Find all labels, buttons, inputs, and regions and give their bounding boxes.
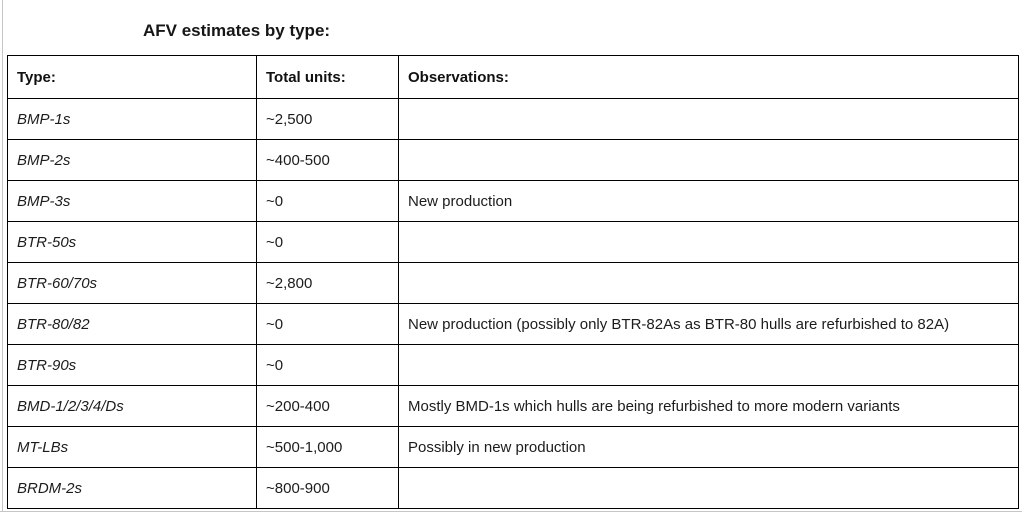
observations-cell — [398, 467, 1019, 509]
page-edge-left — [2, 0, 3, 512]
column-header-observations: Observations: — [398, 55, 1019, 99]
type-cell: BMP-1s — [7, 98, 257, 140]
table-header-row: Type: Total units: Observations: — [7, 55, 1019, 99]
observations-cell: Possibly in new production — [398, 426, 1019, 468]
type-cell: BRDM-2s — [7, 467, 257, 509]
type-cell: BMP-3s — [7, 180, 257, 222]
observations-cell — [398, 98, 1019, 140]
table-row: BTR-60/70s ~2,800 — [7, 262, 1019, 304]
type-cell: BMD-1/2/3/4/Ds — [7, 385, 257, 427]
type-cell: BTR-50s — [7, 221, 257, 263]
table-row: BRDM-2s ~800-900 — [7, 467, 1019, 509]
table-row: BMD-1/2/3/4/Ds ~200-400 Mostly BMD-1s wh… — [7, 385, 1019, 427]
table-row: BTR-80/82 ~0 New production (possibly on… — [7, 303, 1019, 345]
column-header-total-units: Total units: — [256, 55, 399, 99]
type-cell: BTR-80/82 — [7, 303, 257, 345]
page-edge-bottom — [0, 511, 1022, 512]
total-units-cell: ~200-400 — [256, 385, 399, 427]
type-cell: BTR-90s — [7, 344, 257, 386]
observations-cell: Mostly BMD-1s which hulls are being refu… — [398, 385, 1019, 427]
table-row: BTR-50s ~0 — [7, 221, 1019, 263]
table-row: BMP-1s ~2,500 — [7, 98, 1019, 140]
observations-cell — [398, 344, 1019, 386]
total-units-cell: ~0 — [256, 221, 399, 263]
column-header-type: Type: — [7, 55, 257, 99]
type-cell: BTR-60/70s — [7, 262, 257, 304]
total-units-cell: ~800-900 — [256, 467, 399, 509]
afv-estimates-table: Type: Total units: Observations: BMP-1s … — [7, 55, 1019, 509]
total-units-cell: ~0 — [256, 303, 399, 345]
observations-cell: New production — [398, 180, 1019, 222]
table-row: MT-LBs ~500-1,000 Possibly in new produc… — [7, 426, 1019, 468]
total-units-cell: ~500-1,000 — [256, 426, 399, 468]
table-row: BTR-90s ~0 — [7, 344, 1019, 386]
observations-cell — [398, 221, 1019, 263]
observations-cell — [398, 139, 1019, 181]
table-row: BMP-3s ~0 New production — [7, 180, 1019, 222]
total-units-cell: ~0 — [256, 180, 399, 222]
total-units-cell: ~400-500 — [256, 139, 399, 181]
total-units-cell: ~0 — [256, 344, 399, 386]
observations-cell: New production (possibly only BTR-82As a… — [398, 303, 1019, 345]
type-cell: BMP-2s — [7, 139, 257, 181]
total-units-cell: ~2,500 — [256, 98, 399, 140]
type-cell: MT-LBs — [7, 426, 257, 468]
table-row: BMP-2s ~400-500 — [7, 139, 1019, 181]
observations-cell — [398, 262, 1019, 304]
total-units-cell: ~2,800 — [256, 262, 399, 304]
page-title: AFV estimates by type: — [143, 21, 331, 40]
